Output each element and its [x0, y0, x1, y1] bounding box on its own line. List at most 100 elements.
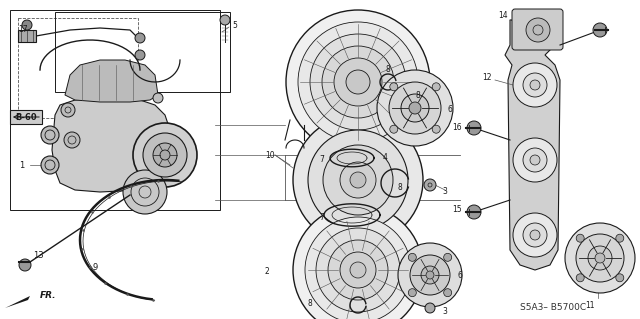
Text: FR.: FR.	[40, 292, 56, 300]
Circle shape	[316, 228, 400, 312]
Circle shape	[123, 170, 167, 214]
Circle shape	[421, 266, 439, 284]
Text: 1: 1	[19, 160, 24, 169]
Text: 17: 17	[18, 26, 28, 34]
Circle shape	[19, 259, 31, 271]
Circle shape	[530, 155, 540, 165]
Polygon shape	[65, 60, 158, 102]
Circle shape	[588, 246, 612, 270]
Text: 3: 3	[443, 188, 447, 197]
Circle shape	[61, 103, 75, 117]
Circle shape	[595, 253, 605, 263]
Circle shape	[467, 205, 481, 219]
Circle shape	[293, 205, 423, 319]
Circle shape	[425, 303, 435, 313]
Circle shape	[308, 130, 408, 230]
Text: 12: 12	[483, 73, 492, 83]
Circle shape	[133, 123, 197, 187]
Text: 6: 6	[458, 271, 463, 280]
Text: 8: 8	[415, 91, 420, 100]
Circle shape	[565, 223, 635, 293]
Circle shape	[64, 132, 80, 148]
Circle shape	[377, 70, 453, 146]
Circle shape	[401, 94, 429, 122]
Text: 15: 15	[452, 205, 462, 214]
Polygon shape	[52, 98, 170, 192]
Circle shape	[160, 150, 170, 160]
Text: 9: 9	[92, 263, 98, 272]
Text: 2: 2	[264, 268, 269, 277]
Circle shape	[444, 289, 452, 297]
Circle shape	[346, 70, 370, 94]
Circle shape	[135, 33, 145, 43]
Circle shape	[398, 243, 462, 307]
Circle shape	[409, 102, 421, 114]
Text: 8: 8	[397, 182, 403, 191]
Text: 7: 7	[319, 213, 324, 222]
Circle shape	[41, 156, 59, 174]
Circle shape	[350, 172, 366, 188]
Circle shape	[323, 145, 393, 215]
Circle shape	[576, 274, 584, 282]
Circle shape	[523, 223, 547, 247]
Text: 14: 14	[498, 11, 508, 19]
Circle shape	[328, 240, 388, 300]
Circle shape	[513, 63, 557, 107]
Circle shape	[513, 138, 557, 182]
Text: 8: 8	[386, 65, 390, 75]
Circle shape	[298, 22, 418, 142]
Circle shape	[526, 18, 550, 42]
Polygon shape	[505, 15, 560, 270]
Circle shape	[593, 23, 607, 37]
Circle shape	[143, 133, 187, 177]
Circle shape	[616, 234, 624, 242]
Circle shape	[293, 115, 423, 245]
Bar	[55, 12, 230, 92]
Circle shape	[426, 271, 434, 279]
Text: 11: 11	[585, 300, 595, 309]
Circle shape	[444, 253, 452, 261]
Text: B-60: B-60	[15, 113, 37, 122]
Circle shape	[334, 58, 382, 106]
Bar	[18, 30, 36, 42]
Circle shape	[153, 93, 163, 103]
Polygon shape	[5, 296, 30, 308]
Circle shape	[135, 50, 145, 60]
Text: 8: 8	[308, 299, 312, 308]
Circle shape	[350, 262, 366, 278]
Circle shape	[530, 230, 540, 240]
Circle shape	[408, 289, 417, 297]
Circle shape	[220, 15, 230, 25]
Circle shape	[424, 179, 436, 191]
Circle shape	[410, 255, 450, 295]
Circle shape	[576, 234, 624, 282]
FancyBboxPatch shape	[512, 9, 563, 50]
Circle shape	[322, 46, 394, 118]
Text: 7: 7	[319, 155, 324, 165]
Circle shape	[41, 126, 59, 144]
Bar	[10, 110, 42, 124]
Circle shape	[22, 20, 32, 30]
Circle shape	[305, 217, 411, 319]
Circle shape	[390, 125, 398, 133]
Text: S5A3– B5700C: S5A3– B5700C	[520, 303, 586, 313]
Text: 13: 13	[33, 250, 44, 259]
Bar	[10, 10, 220, 210]
Circle shape	[408, 253, 417, 261]
Circle shape	[340, 162, 376, 198]
Circle shape	[340, 252, 376, 288]
Circle shape	[389, 82, 441, 134]
Circle shape	[432, 83, 440, 91]
Circle shape	[153, 143, 177, 167]
Circle shape	[467, 121, 481, 135]
Text: 6: 6	[447, 106, 452, 115]
Text: 4: 4	[383, 153, 387, 162]
Circle shape	[286, 10, 430, 154]
Circle shape	[513, 213, 557, 257]
Circle shape	[616, 274, 624, 282]
Circle shape	[310, 34, 406, 130]
Bar	[18, 18, 138, 118]
Circle shape	[576, 234, 584, 242]
Circle shape	[390, 83, 398, 91]
Text: 3: 3	[443, 308, 447, 316]
